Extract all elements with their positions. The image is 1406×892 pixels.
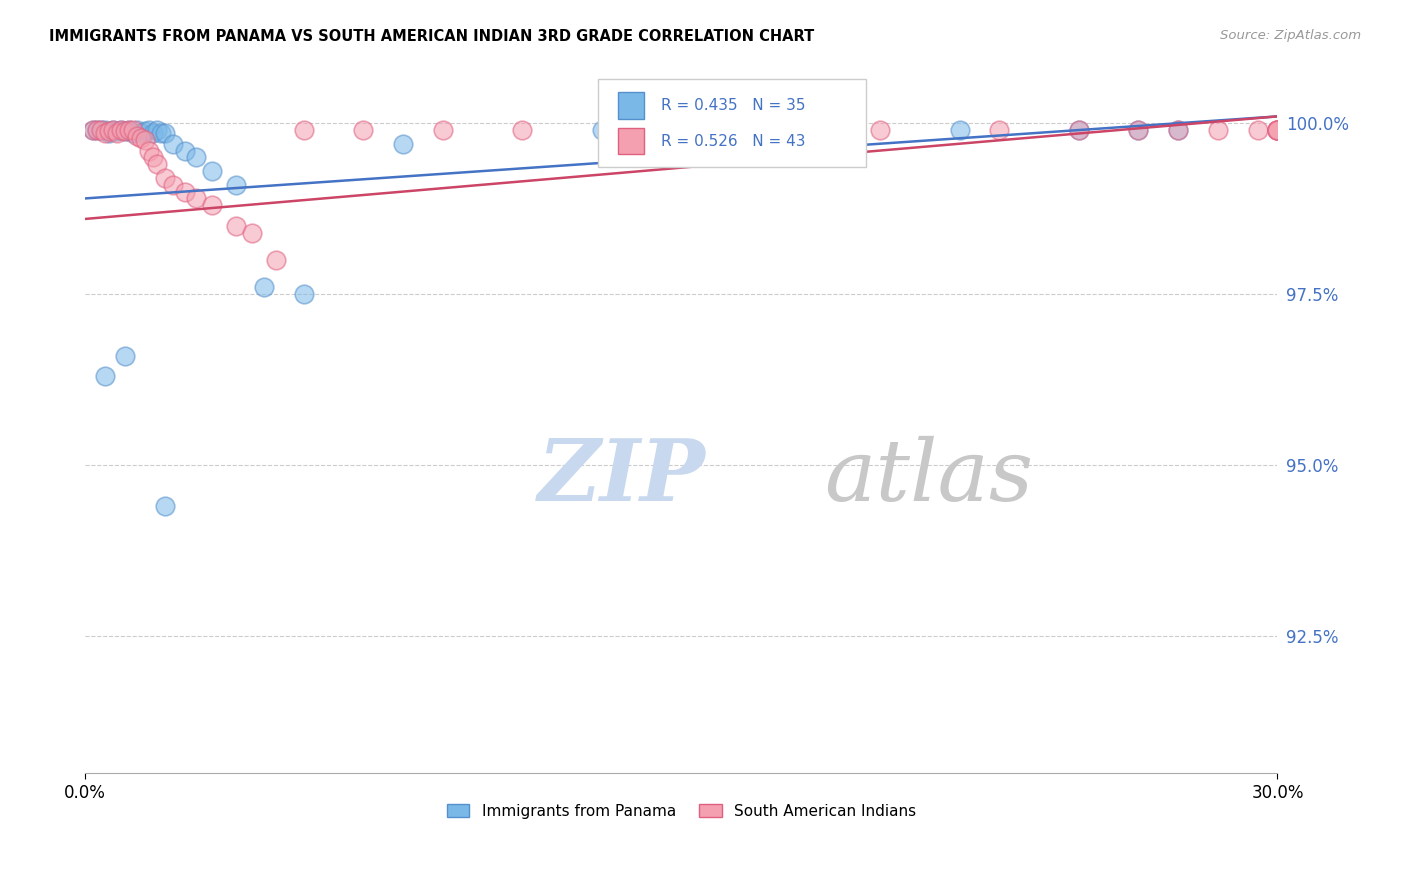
Point <box>82 123 104 137</box>
Point <box>1267 123 1289 137</box>
Bar <box>619 93 644 120</box>
Text: atlas: atlas <box>824 435 1033 518</box>
Point <box>240 226 263 240</box>
Point <box>591 123 613 137</box>
Point <box>186 150 208 164</box>
Point <box>121 127 143 141</box>
Bar <box>619 128 644 154</box>
Text: R = 0.435   N = 35: R = 0.435 N = 35 <box>661 98 806 113</box>
Point <box>1167 123 1189 137</box>
Point <box>90 123 112 137</box>
Point <box>1128 123 1150 137</box>
Text: Source: ZipAtlas.com: Source: ZipAtlas.com <box>1220 29 1361 42</box>
Point <box>253 280 276 294</box>
Text: R = 0.526   N = 43: R = 0.526 N = 43 <box>661 134 806 149</box>
Point <box>162 178 184 192</box>
Point <box>134 124 156 138</box>
Point <box>125 123 148 137</box>
Point <box>129 131 152 145</box>
Point <box>1206 123 1229 137</box>
Point <box>153 127 176 141</box>
Point <box>153 170 176 185</box>
Point <box>94 127 117 141</box>
Point <box>105 127 128 141</box>
Point <box>173 144 195 158</box>
Point <box>201 198 224 212</box>
Point <box>392 136 415 151</box>
Point <box>869 123 891 137</box>
Point <box>186 191 208 205</box>
Point <box>1267 123 1289 137</box>
Point <box>512 123 534 137</box>
FancyBboxPatch shape <box>598 79 866 167</box>
Point <box>138 144 160 158</box>
Point <box>114 124 136 138</box>
Point <box>101 123 124 137</box>
Point <box>94 123 117 137</box>
Point <box>118 123 141 137</box>
Point <box>173 185 195 199</box>
Point <box>264 252 287 267</box>
Point <box>125 128 148 143</box>
Text: IMMIGRANTS FROM PANAMA VS SOUTH AMERICAN INDIAN 3RD GRADE CORRELATION CHART: IMMIGRANTS FROM PANAMA VS SOUTH AMERICAN… <box>49 29 814 44</box>
Point <box>1267 123 1289 137</box>
Point <box>789 123 811 137</box>
Point <box>86 123 108 137</box>
Point <box>988 123 1011 137</box>
Point <box>138 123 160 137</box>
Point <box>110 123 132 137</box>
Point <box>1067 123 1090 137</box>
Point <box>145 123 167 137</box>
Point <box>98 124 121 138</box>
Point <box>142 150 165 164</box>
Legend: Immigrants from Panama, South American Indians: Immigrants from Panama, South American I… <box>440 797 922 825</box>
Point <box>86 123 108 137</box>
Point <box>292 287 315 301</box>
Point <box>948 123 970 137</box>
Point <box>292 123 315 137</box>
Point <box>162 136 184 151</box>
Point <box>1267 123 1289 137</box>
Point <box>153 499 176 513</box>
Point <box>110 123 132 137</box>
Point <box>201 164 224 178</box>
Point <box>134 133 156 147</box>
Point <box>1128 123 1150 137</box>
Point <box>149 127 172 141</box>
Point <box>1267 123 1289 137</box>
Point <box>82 123 104 137</box>
Point <box>630 123 652 137</box>
Point <box>101 123 124 137</box>
Point <box>114 124 136 138</box>
Point <box>432 123 454 137</box>
Point <box>94 369 117 384</box>
Point <box>225 219 247 233</box>
Point <box>1246 123 1268 137</box>
Point <box>1167 123 1189 137</box>
Point <box>352 123 374 137</box>
Point <box>145 157 167 171</box>
Point <box>98 127 121 141</box>
Point <box>114 349 136 363</box>
Point <box>105 124 128 138</box>
Point <box>90 123 112 137</box>
Text: ZIP: ZIP <box>538 435 706 519</box>
Point <box>225 178 247 192</box>
Point <box>121 123 143 137</box>
Point <box>142 127 165 141</box>
Point <box>118 123 141 137</box>
Point <box>1067 123 1090 137</box>
Point <box>129 127 152 141</box>
